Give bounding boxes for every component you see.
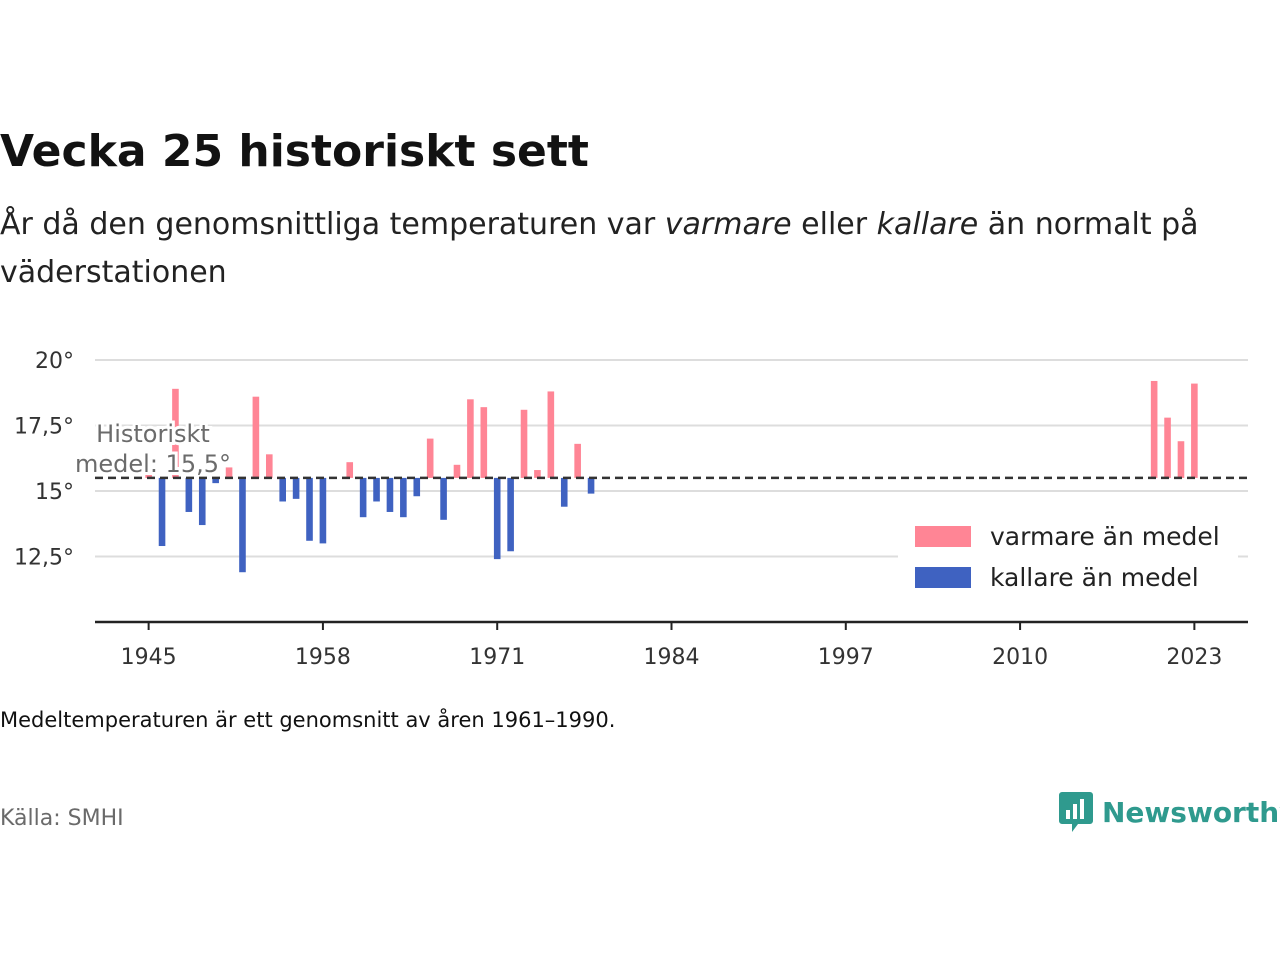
bar-cold	[212, 477, 219, 484]
subtitle-text: än normalt på väderstationen	[0, 207, 1199, 290]
bar-warm	[346, 462, 354, 478]
bar-cold	[198, 477, 206, 526]
subtitle-text: eller	[791, 207, 877, 242]
subtitle-cold-word: kallare	[876, 207, 979, 242]
bar-cold	[413, 477, 421, 497]
page-title: Vecka 25 historiskt sett	[0, 126, 589, 177]
bar-cold	[507, 477, 514, 552]
bar-warm	[453, 464, 461, 478]
bar-cold	[587, 477, 595, 494]
legend-swatch-cold	[915, 567, 971, 588]
brand-logo: Newsworthy	[1058, 790, 1280, 834]
bar-warm	[574, 443, 581, 478]
bar-warm	[265, 454, 273, 478]
axes: 12,5° 15° 17,5° 20° 1945 1958 1971 1984 1997 2010…	[14, 349, 1248, 670]
legend: varmare än medel kallare än medel	[898, 512, 1238, 600]
y-tick-label: 12,5°	[14, 546, 74, 571]
chart-bubble-icon	[1059, 792, 1093, 832]
bar-warm	[534, 470, 541, 478]
bar-warm	[426, 438, 434, 478]
bar-cold	[386, 477, 394, 512]
subtitle-text: År då den genomsnittliga temperaturen va…	[0, 207, 665, 242]
bar-warm	[172, 388, 179, 478]
bar-warm	[1164, 417, 1171, 478]
bar-cold	[185, 477, 193, 512]
legend-label-warm: varmare än medel	[990, 522, 1220, 551]
x-tick-label: 2010	[992, 645, 1048, 670]
bar-warm	[1150, 380, 1158, 478]
bar-cold	[440, 477, 447, 520]
bar-cold	[493, 477, 501, 560]
y-tick-label: 15°	[35, 480, 74, 505]
bar-cold	[239, 477, 246, 573]
bars	[145, 380, 1198, 573]
bar-cold	[560, 477, 568, 507]
bar-warm	[225, 467, 233, 478]
bar-cold	[319, 477, 327, 544]
bar-cold	[359, 477, 367, 518]
baseline-label: medel: 15,5°	[75, 450, 231, 478]
bar-warm	[547, 391, 555, 478]
baseline-label: Historiskt	[96, 420, 210, 448]
x-tick-label: 1997	[818, 645, 874, 670]
brand-name: Newsworthy	[1102, 795, 1280, 829]
x-tick-label: 1958	[295, 645, 351, 670]
bar-warm	[480, 407, 488, 478]
legend-swatch-warm	[915, 526, 971, 547]
x-tick-label: 1984	[644, 645, 700, 670]
bar-warm	[1191, 383, 1198, 478]
y-tick-label: 20°	[35, 349, 74, 374]
bar-warm	[145, 467, 152, 478]
bar-cold	[279, 477, 286, 502]
y-tick-label: 17,5°	[14, 415, 74, 440]
legend-label-cold: kallare än medel	[990, 563, 1199, 592]
bar-warm	[520, 409, 528, 478]
bar-cold	[292, 477, 300, 499]
bar-cold	[306, 477, 313, 541]
footnote: Medeltemperaturen är ett genomsnitt av å…	[0, 708, 616, 732]
bar-cold	[400, 477, 407, 518]
bar-cold	[158, 477, 166, 547]
bar-warm	[1177, 441, 1185, 478]
source-label: Källa: SMHI	[0, 806, 124, 831]
bar-cold	[373, 477, 380, 502]
x-tick-label: 2023	[1166, 645, 1222, 670]
page-subtitle: År då den genomsnittliga temperaturen va…	[0, 201, 1240, 297]
subtitle-warm-word: varmare	[664, 207, 792, 242]
bar-warm	[252, 396, 260, 478]
x-tick-label: 1945	[121, 645, 177, 670]
bar-warm	[467, 399, 474, 478]
x-tick-label: 1971	[469, 645, 525, 670]
